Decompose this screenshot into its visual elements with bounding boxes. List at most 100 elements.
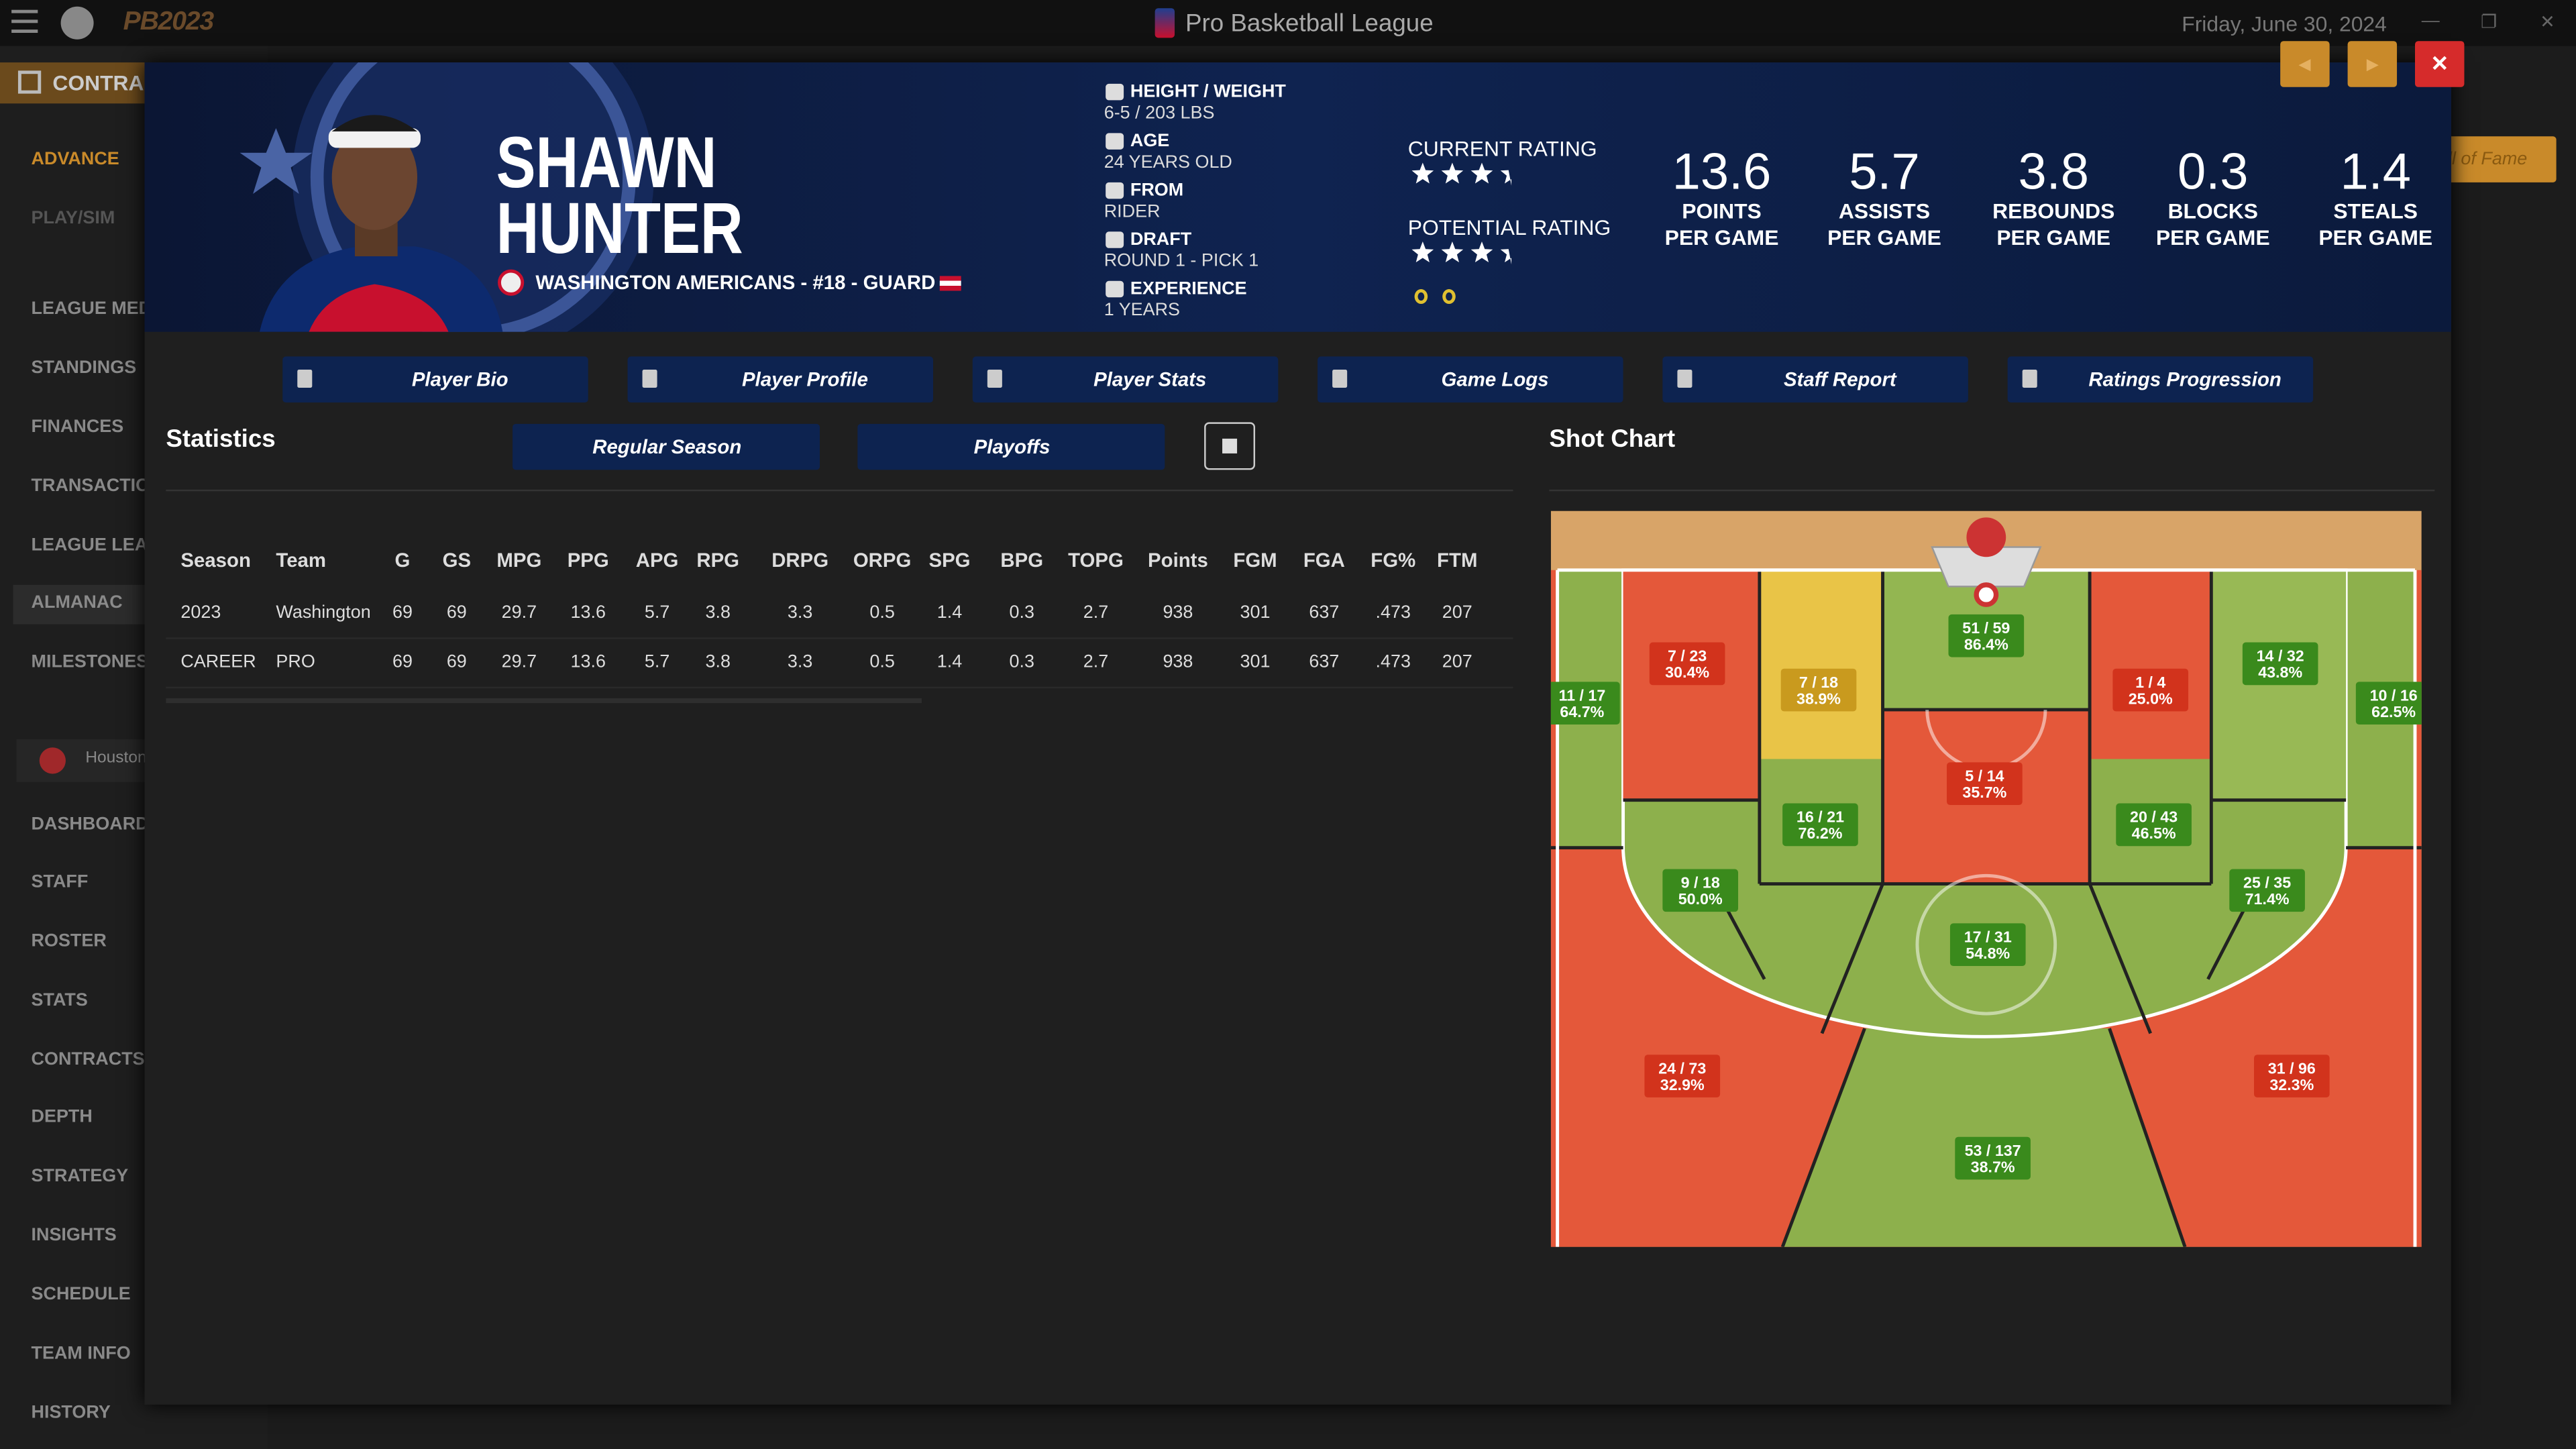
sidebar-item[interactable]: HISTORY — [31, 1403, 111, 1423]
sidebar-item[interactable]: STRATEGY — [31, 1166, 129, 1187]
zone-label-box — [1550, 682, 1620, 724]
sidebar-item[interactable]: STATS — [31, 990, 88, 1011]
export-button[interactable] — [1204, 422, 1256, 470]
column-header: DRPG — [771, 548, 829, 572]
season-button[interactable] — [513, 423, 820, 470]
section-title: Statistics — [166, 425, 276, 453]
tab-button[interactable] — [972, 356, 1279, 403]
season-button[interactable] — [857, 423, 1165, 470]
sidebar-item[interactable]: LEAGUE LEAD — [31, 535, 161, 555]
team-icon — [498, 269, 525, 296]
tab-label[interactable]: Ratings Progression — [2088, 368, 2282, 391]
sidebar-item[interactable]: STANDINGS — [31, 358, 137, 378]
row-divider — [166, 637, 1513, 639]
zone-percentage: 54.8% — [1966, 945, 2010, 962]
table-cell: 0.3 — [1009, 602, 1034, 623]
sidebar-item[interactable]: DEPTH — [31, 1107, 93, 1128]
tab-label[interactable]: Game Logs — [1441, 368, 1549, 391]
table-cell: 13.6 — [570, 652, 606, 672]
nav-button[interactable]: ▸ — [2347, 41, 2398, 87]
column-header: G — [394, 548, 411, 572]
zone-label-box — [1947, 762, 2023, 806]
tab-icon — [297, 370, 313, 388]
table-cell: 5.7 — [644, 602, 670, 623]
zone-label-box — [2229, 869, 2305, 912]
menu-button[interactable] — [11, 9, 38, 33]
stat-value: 3.8 — [2018, 143, 2090, 201]
rating-stars — [1411, 162, 1512, 186]
sidebar-item[interactable]: ALMANAC — [31, 593, 123, 613]
nav-button[interactable]: ◂ — [2280, 41, 2330, 87]
sidebar-item[interactable]: ROSTER — [31, 931, 107, 951]
zone-made-attempts: 25 / 35 — [2243, 874, 2291, 892]
team-line: WASHINGTON AMERICANS - #18 - GUARD — [535, 271, 936, 294]
table-cell: 29.7 — [501, 602, 537, 623]
rating-stars — [1411, 241, 1512, 265]
section-title: Shot Chart — [1549, 425, 1676, 453]
divider — [166, 489, 1513, 492]
hair — [331, 115, 418, 131]
zone-percentage: 76.2% — [1799, 824, 1843, 842]
zone-label-box — [2116, 803, 2192, 847]
team-name[interactable]: Houston — [85, 749, 147, 767]
season-button-label[interactable]: Playoffs — [973, 435, 1051, 459]
sidebar-item[interactable]: FINANCES — [31, 417, 124, 437]
window-control[interactable]: ✕ — [2540, 13, 2555, 33]
sidebar-item[interactable]: SCHEDULE — [31, 1285, 131, 1305]
tab-button[interactable] — [282, 356, 588, 403]
info-value: RIDER — [1104, 202, 1161, 222]
hall-of-fame-label[interactable]: ll of Fame — [2447, 149, 2528, 170]
sidebar-item[interactable]: ADVANCE — [31, 149, 119, 170]
zone-made-attempts: 5 / 14 — [1965, 767, 2004, 785]
sidebar-item[interactable]: INSIGHTS — [31, 1225, 117, 1246]
zone-percentage: 35.7% — [1962, 784, 2006, 801]
info-value: 6-5 / 203 LBS — [1104, 103, 1215, 123]
column-header: FGA — [1303, 548, 1345, 572]
tab-button[interactable] — [1662, 356, 1968, 403]
half-star — [1500, 241, 1512, 265]
table-cell: 301 — [1240, 652, 1271, 672]
tab-button[interactable] — [627, 356, 934, 403]
sidebar-item[interactable]: LEAGUE MED — [31, 299, 152, 319]
sidebar-item[interactable]: CONTRACTS — [31, 1049, 145, 1070]
zone-label-box — [1780, 668, 1857, 712]
column-header: Points — [1148, 548, 1208, 572]
sidebar-item[interactable]: PLAY/SIM — [31, 209, 115, 229]
sidebar-item[interactable]: STAFF — [31, 872, 89, 892]
window-control[interactable]: — — [2421, 11, 2440, 32]
table-cell: 301 — [1240, 602, 1271, 623]
sidebar-section-title: CONTRA — [52, 70, 144, 96]
back-button[interactable] — [60, 6, 94, 40]
sidebar-item[interactable]: MILESTONES — [31, 652, 149, 672]
tab-label[interactable]: Player Profile — [742, 368, 868, 391]
column-header: BPG — [1000, 548, 1044, 572]
zone-percentage: 38.7% — [1971, 1158, 2015, 1175]
close-button[interactable]: ✕ — [2415, 41, 2465, 87]
stat-label: REBOUNDS — [1992, 199, 2115, 224]
tab-button[interactable] — [2007, 356, 2314, 403]
window-control[interactable]: ❐ — [2480, 13, 2498, 33]
tab-label[interactable]: Player Bio — [411, 368, 508, 391]
tab-button[interactable] — [1318, 356, 1623, 403]
star — [1411, 241, 1434, 263]
zone-made-attempts: 10 / 16 — [2370, 687, 2418, 704]
table-cell: 2.7 — [1083, 602, 1109, 623]
table-cell: 3.8 — [705, 602, 731, 623]
season-button-label[interactable]: Regular Season — [592, 435, 742, 459]
tab-label[interactable]: Staff Report — [1784, 368, 1896, 391]
info-label: FROM — [1130, 180, 1184, 201]
sidebar-item[interactable]: TRANSACTIO — [31, 476, 150, 496]
table-cell: 69 — [392, 652, 413, 672]
tab-label[interactable]: Player Stats — [1093, 368, 1207, 391]
team-emblem-ring — [310, 62, 636, 332]
app-logo: PB2023 — [123, 8, 214, 36]
info-value: 24 YEARS OLD — [1104, 152, 1232, 173]
stat-label: ASSISTS — [1838, 199, 1931, 224]
sidebar-item[interactable]: TEAM INFO — [31, 1344, 131, 1364]
star — [1470, 241, 1493, 263]
sidebar-item[interactable]: DASHBOARD — [31, 814, 149, 835]
net-icon — [1966, 517, 2006, 557]
table-cell: .473 — [1375, 602, 1411, 623]
column-header: PPG — [567, 548, 609, 572]
